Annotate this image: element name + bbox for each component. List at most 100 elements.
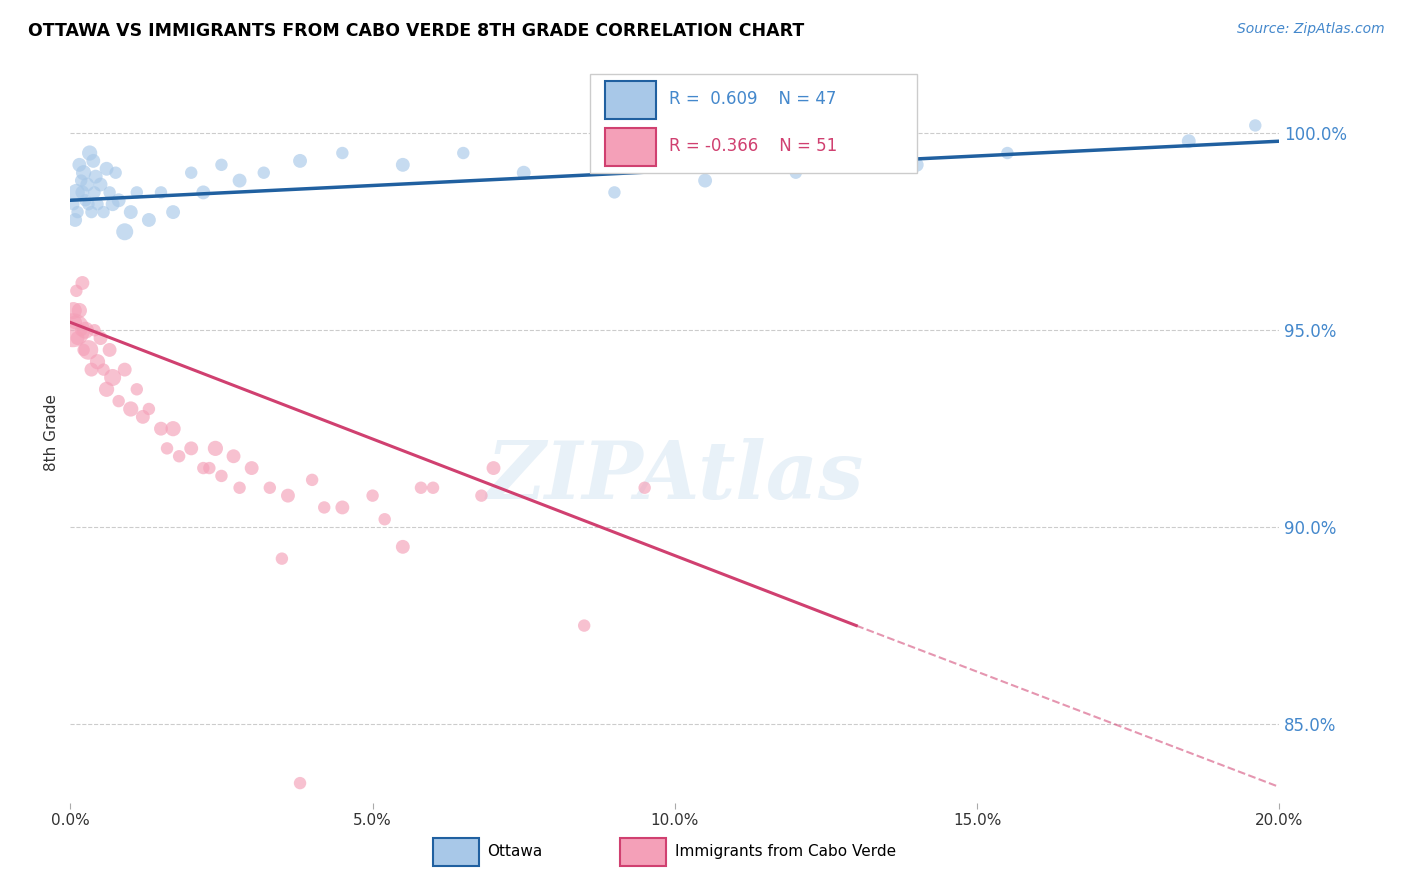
Point [98,186,121,200]
Point [314,500,336,515]
Point [180,166,202,180]
Point [288,776,311,790]
Point [63,315,86,329]
Point [96,382,118,396]
Point [138,213,160,227]
Point [72,186,94,200]
Point [114,225,136,239]
Point [138,402,160,417]
Point [253,166,276,180]
Point [409,481,432,495]
Point [259,481,281,495]
Point [66,205,89,219]
Point [120,402,142,417]
Point [198,461,221,475]
Point [104,166,127,180]
Point [98,343,121,357]
Point [332,500,354,515]
Point [193,186,215,200]
Point [193,461,215,475]
Point [361,489,384,503]
FancyBboxPatch shape [605,81,655,120]
Point [72,276,94,290]
Point [1178,134,1201,148]
Point [120,205,142,219]
Point [107,194,129,208]
Point [391,158,415,172]
Point [114,362,136,376]
Point [93,362,115,376]
Point [67,303,90,318]
Point [453,146,475,161]
Point [96,161,118,176]
Point [574,618,596,632]
Point [391,540,415,554]
FancyBboxPatch shape [591,73,917,173]
Text: R = -0.366    N = 51: R = -0.366 N = 51 [669,137,837,155]
Point [83,186,105,200]
Point [277,489,299,503]
Point [332,146,354,161]
Point [65,186,87,200]
Text: Ottawa: Ottawa [488,844,543,859]
Point [66,331,89,345]
FancyBboxPatch shape [433,838,479,866]
Point [470,489,492,503]
Point [603,186,626,200]
Point [75,194,97,208]
Point [80,362,103,376]
Point [513,166,536,180]
Point [995,146,1018,161]
Point [62,323,84,337]
Point [83,323,105,337]
Point [125,186,148,200]
Point [80,205,103,219]
Point [167,449,190,463]
Text: Source: ZipAtlas.com: Source: ZipAtlas.com [1237,22,1385,37]
Point [240,461,263,475]
Point [695,173,717,187]
Point [240,855,263,869]
Point [150,186,173,200]
Point [228,481,250,495]
FancyBboxPatch shape [620,838,666,866]
Text: Immigrants from Cabo Verde: Immigrants from Cabo Verde [675,844,896,859]
Point [222,449,245,463]
Point [101,370,124,384]
Point [86,355,108,369]
Text: R =  0.609    N = 47: R = 0.609 N = 47 [669,90,837,109]
Point [101,197,124,211]
Point [374,512,396,526]
Point [62,303,84,318]
Point [150,422,173,436]
Point [86,197,108,211]
Point [63,213,86,227]
Point [90,178,111,192]
Text: OTTAWA VS IMMIGRANTS FROM CABO VERDE 8TH GRADE CORRELATION CHART: OTTAWA VS IMMIGRANTS FROM CABO VERDE 8TH… [28,22,804,40]
Point [422,481,444,495]
Point [90,331,111,345]
Y-axis label: 8th Grade: 8th Grade [44,394,59,471]
Point [162,422,184,436]
Point [67,158,90,172]
Point [75,323,97,337]
FancyBboxPatch shape [605,128,655,166]
Point [62,197,84,211]
Point [76,178,98,192]
Point [204,442,226,456]
Point [1244,119,1267,133]
Point [70,323,93,337]
Point [162,205,184,219]
Point [77,343,100,357]
Point [905,158,928,172]
Point [65,284,87,298]
Point [156,442,179,456]
Point [77,197,100,211]
Point [180,442,202,456]
Point [211,158,233,172]
Point [482,461,505,475]
Point [72,166,94,180]
Point [132,409,155,424]
Point [82,153,104,168]
Point [785,166,807,180]
